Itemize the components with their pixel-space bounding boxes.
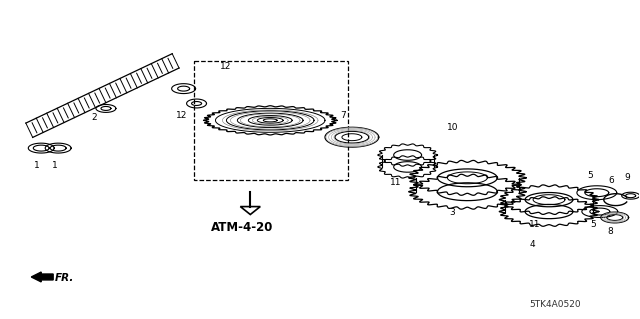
Text: 6: 6 [609,176,614,185]
Text: 5: 5 [587,171,593,180]
FancyArrow shape [31,272,53,282]
Text: 4: 4 [529,240,534,249]
Text: ATM-4-20: ATM-4-20 [211,221,273,234]
Text: 12: 12 [220,62,232,71]
Text: 11: 11 [529,220,541,229]
Text: 5TK4A0520: 5TK4A0520 [529,300,580,309]
Text: 7: 7 [340,111,346,120]
Text: 3: 3 [449,208,455,217]
Text: 10: 10 [447,123,459,132]
Text: 5: 5 [590,220,596,229]
Bar [193,61,348,180]
Text: 8: 8 [608,227,614,236]
Text: 11: 11 [390,178,401,187]
Text: 1: 1 [52,161,58,170]
Text: 2: 2 [91,113,97,122]
Text: 12: 12 [175,111,187,120]
Text: FR.: FR. [55,273,74,283]
Text: 9: 9 [625,173,630,182]
Text: 1: 1 [35,161,40,170]
